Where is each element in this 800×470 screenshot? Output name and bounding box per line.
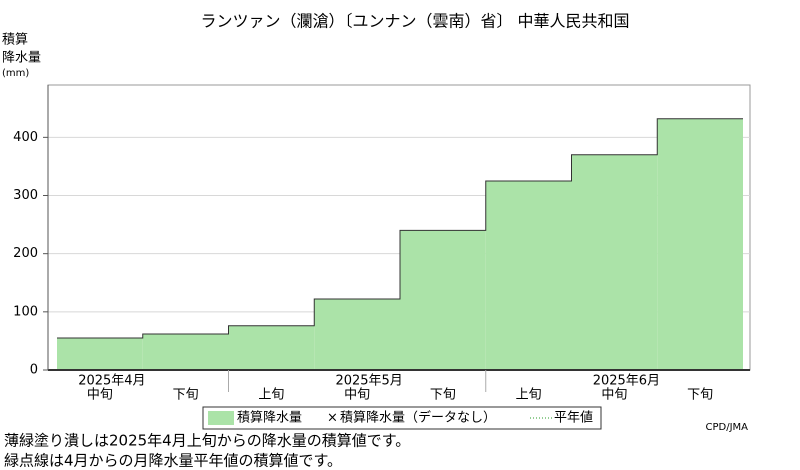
x-tick-label: 上旬 [516, 388, 542, 403]
legend-label: 平年値 [554, 410, 593, 426]
bar [142, 333, 229, 370]
legend-label: 積算降水量 [237, 411, 302, 426]
y-tick-label: 400 [13, 130, 38, 145]
x-tick-label: 中旬 [344, 388, 370, 403]
credit: CPD/JMA [706, 422, 749, 433]
month-label: 2025年6月 [593, 374, 660, 389]
bar [228, 325, 315, 370]
x-tick-label: 下旬 [173, 388, 199, 403]
step-line [57, 118, 743, 339]
bar [400, 230, 486, 370]
note: 薄緑塗り潰しは2025年4月上旬からの降水量の積算値です。 [4, 432, 410, 450]
x-tick-label: 上旬 [258, 388, 284, 403]
month-label: 2025年5月 [335, 374, 402, 389]
bar [57, 338, 143, 370]
y-tick-label: 200 [13, 246, 38, 261]
legend-label: 積算降水量（データなし） [340, 410, 496, 426]
x-tick-label: 下旬 [430, 388, 456, 403]
y-axis-label: 積算 [2, 33, 28, 48]
legend-swatch [208, 411, 234, 425]
y-tick-label: 300 [13, 188, 38, 203]
x-tick-label: 中旬 [87, 388, 113, 403]
bar [571, 154, 658, 370]
y-axis-label: 降水量 [2, 51, 41, 66]
y-tick-label: 0 [30, 363, 38, 378]
note: 緑点線は4月からの月降水量平年値の積算値です。 [4, 452, 342, 470]
bar [657, 118, 743, 370]
y-tick-label: 100 [13, 304, 38, 319]
y-axis-label: (mm) [2, 68, 29, 79]
month-label: 2025年4月 [78, 374, 145, 389]
x-tick-label: 下旬 [687, 388, 713, 403]
chart-title: ランツァン（瀾滄）〔ユンナン（雲南）省〕 中華人民共和国 [200, 12, 629, 31]
bar [314, 299, 400, 370]
legend-marker: × [327, 411, 338, 426]
x-tick-label: 中旬 [601, 388, 627, 403]
bar [485, 180, 572, 370]
legend-box [202, 406, 602, 430]
